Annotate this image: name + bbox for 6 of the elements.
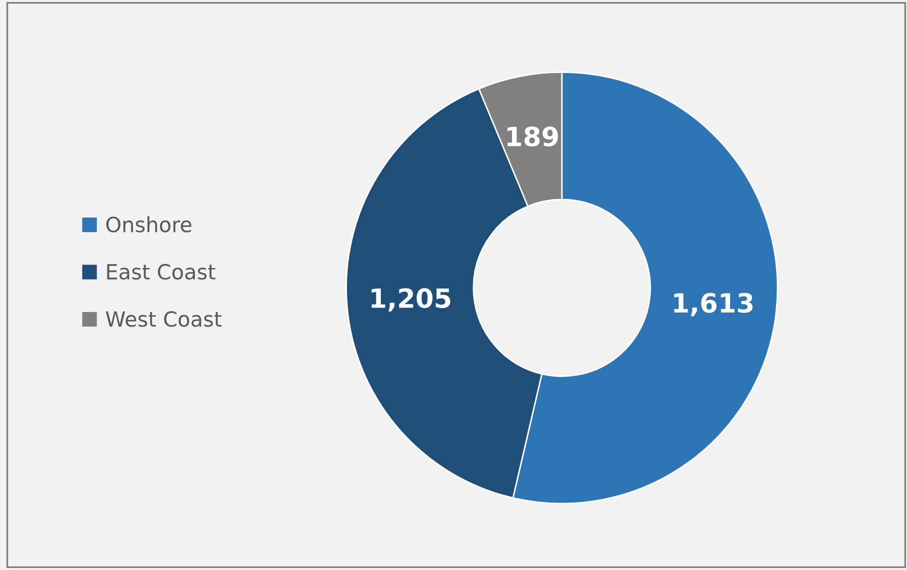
- legend-label: West Coast: [106, 311, 222, 327]
- legend-label: East Coast: [107, 264, 216, 280]
- data-label: 1,613: [674, 292, 753, 316]
- data-label: 189: [508, 126, 558, 146]
- data-label: 1,205: [372, 288, 450, 312]
- legend-label: Onshore: [106, 216, 192, 232]
